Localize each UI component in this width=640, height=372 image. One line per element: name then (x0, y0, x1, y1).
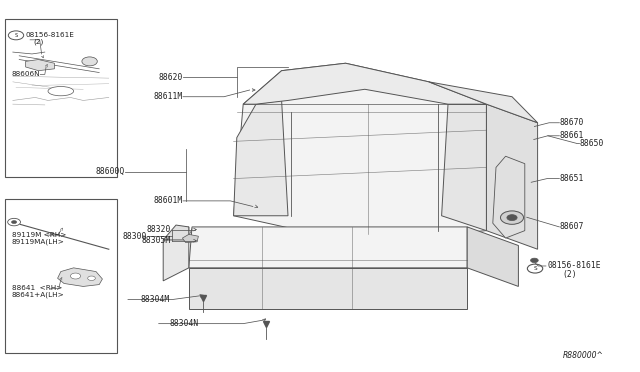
Circle shape (531, 258, 538, 263)
Polygon shape (189, 227, 467, 268)
Bar (5, 199, 117, 353)
Polygon shape (234, 100, 288, 216)
Circle shape (88, 276, 95, 280)
Polygon shape (493, 156, 525, 238)
Text: (2): (2) (562, 270, 577, 279)
Polygon shape (442, 104, 486, 231)
Text: 88611M: 88611M (153, 92, 182, 101)
Polygon shape (182, 234, 198, 243)
Circle shape (500, 211, 524, 224)
Polygon shape (429, 82, 538, 123)
Text: 88661: 88661 (560, 131, 584, 140)
Text: 88600Q: 88600Q (95, 167, 125, 176)
Text: 88620: 88620 (158, 73, 182, 81)
Polygon shape (26, 60, 54, 71)
Text: 88650: 88650 (579, 139, 604, 148)
Text: 88641  <RH>: 88641 <RH> (12, 285, 62, 291)
Circle shape (12, 221, 17, 224)
Polygon shape (163, 227, 189, 281)
Bar (5, 19, 117, 177)
Text: 88300: 88300 (123, 232, 147, 241)
Text: 88304M: 88304M (140, 295, 170, 304)
Text: (2): (2) (33, 39, 44, 45)
Text: 88607: 88607 (560, 222, 584, 231)
Text: S: S (533, 266, 537, 271)
Circle shape (82, 57, 97, 66)
Polygon shape (243, 63, 486, 104)
Text: 88305M: 88305M (141, 236, 171, 245)
Polygon shape (189, 268, 467, 309)
Polygon shape (58, 268, 102, 286)
Polygon shape (467, 227, 518, 286)
Text: 08156-8161E: 08156-8161E (547, 262, 601, 270)
Text: 08156-8161E: 08156-8161E (26, 32, 74, 38)
Text: 88304N: 88304N (169, 319, 198, 328)
Text: 88320: 88320 (147, 225, 171, 234)
Text: 89119M <RH>: 89119M <RH> (12, 232, 66, 238)
Text: 88651: 88651 (560, 174, 584, 183)
Text: 88601M: 88601M (153, 196, 182, 205)
Text: S: S (14, 33, 18, 38)
Polygon shape (486, 104, 538, 249)
Text: 88670: 88670 (560, 118, 584, 127)
Polygon shape (234, 63, 486, 242)
Circle shape (70, 273, 81, 279)
Text: 88606N: 88606N (12, 71, 40, 77)
Text: 88641+A(LH>: 88641+A(LH> (12, 292, 64, 298)
Text: R880000^: R880000^ (563, 351, 604, 360)
Circle shape (8, 218, 20, 226)
Circle shape (507, 215, 517, 221)
Text: 89119MA(LH>: 89119MA(LH> (12, 238, 65, 245)
Polygon shape (163, 225, 189, 240)
Ellipse shape (48, 86, 74, 96)
